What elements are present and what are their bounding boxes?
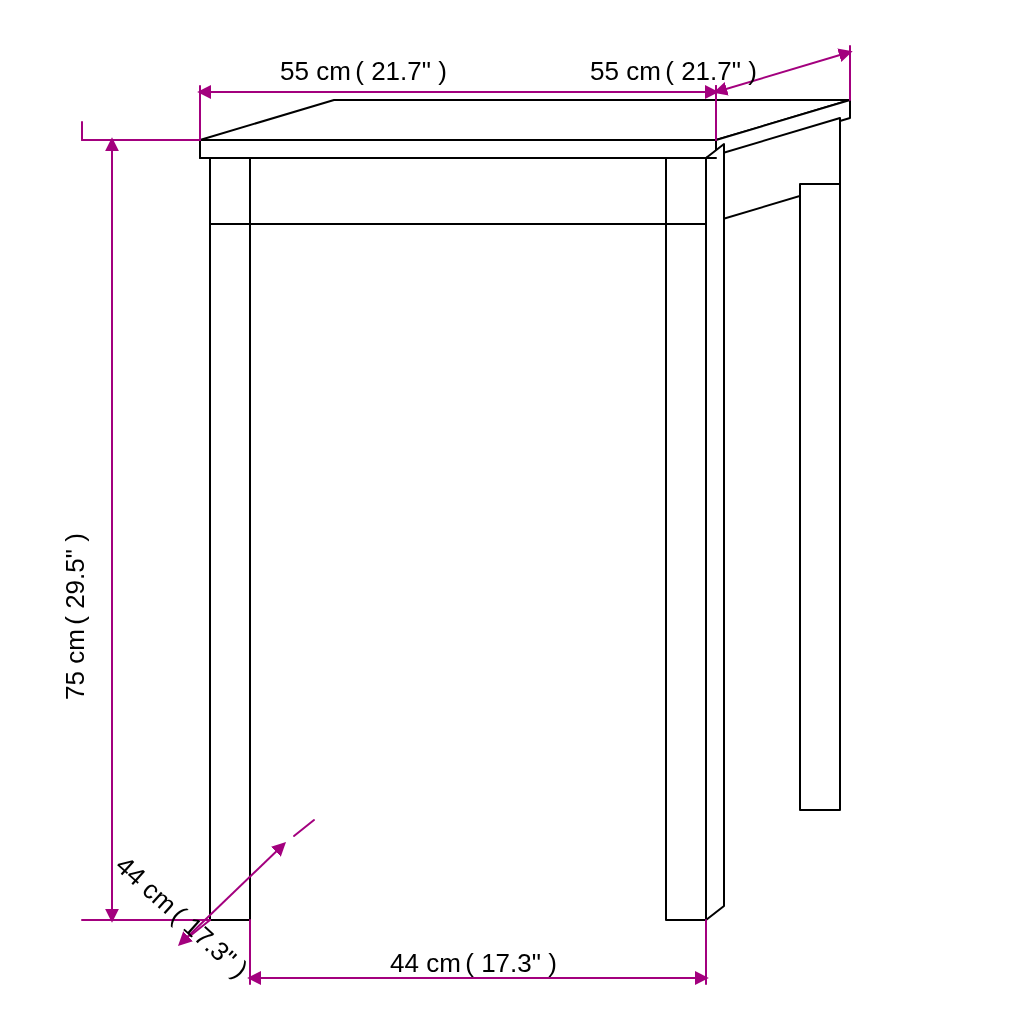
svg-marker-6 [666,158,706,920]
svg-line-16 [716,52,850,92]
svg-marker-1 [200,140,716,158]
svg-line-26 [190,920,210,936]
svg-marker-5 [210,158,250,920]
svg-marker-8 [800,184,840,810]
svg-marker-7 [706,144,724,920]
svg-line-27 [294,820,314,836]
svg-marker-3 [210,158,706,224]
